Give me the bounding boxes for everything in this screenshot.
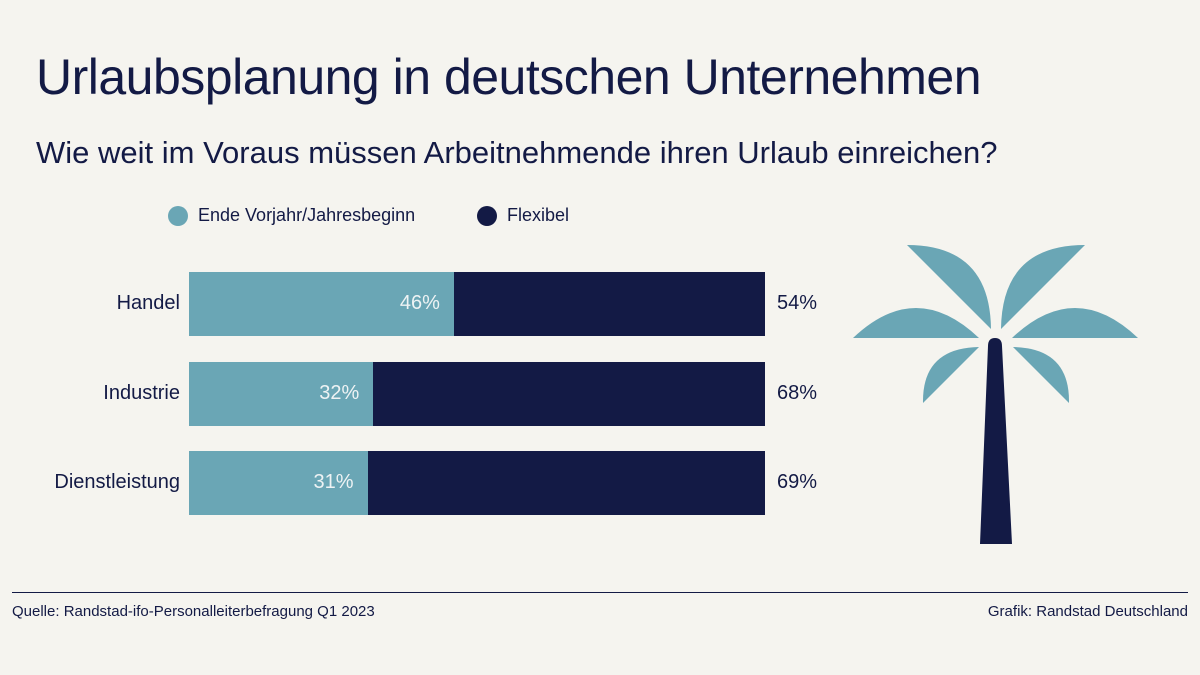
category-label: Industrie [103, 382, 180, 404]
bar-segment: 46% [189, 272, 454, 336]
data-label: 68% [777, 382, 818, 404]
palm-leaf [907, 245, 991, 329]
category-label: Handel [116, 292, 180, 314]
credit-note: Grafik: Randstad Deutschland [987, 603, 1188, 620]
bar-segment: 31% [189, 451, 368, 515]
category-label: Dienstleistung [54, 471, 180, 493]
legend-swatch [168, 205, 188, 226]
footer-divider [12, 592, 1188, 593]
data-label: 69% [777, 471, 818, 493]
legend-swatch [477, 205, 497, 226]
bar-segment [373, 362, 765, 426]
bar-segment [367, 451, 765, 515]
palm-leaf [853, 308, 979, 338]
palm-leaf [1012, 308, 1138, 338]
chart-title: Urlaubsplanung in deutschen Unternehmen [36, 49, 982, 105]
data-label: 32% [319, 382, 360, 404]
legend-label: Flexibel [507, 205, 570, 225]
palm-trunk [980, 338, 1012, 544]
data-label: 31% [313, 471, 354, 493]
chart-subtitle: Wie weit im Voraus müssen Arbeitnehmende… [36, 135, 998, 170]
data-label: 46% [399, 292, 440, 314]
palm-leaf [1001, 245, 1085, 329]
source-note: Quelle: Randstad-ifo-Personalleiterbefra… [12, 603, 375, 620]
palm-leaf [922, 347, 979, 403]
legend-item-ende-vorjahr: Ende Vorjahr/Jahresbeginn [168, 205, 415, 226]
bar-segment [453, 272, 765, 336]
legend-item-flexibel: Flexibel [477, 205, 569, 226]
palm-leaf [1013, 347, 1070, 403]
legend-label: Ende Vorjahr/Jahresbeginn [198, 205, 416, 225]
data-label: 54% [777, 292, 818, 314]
bar-segment: 32% [189, 362, 374, 426]
